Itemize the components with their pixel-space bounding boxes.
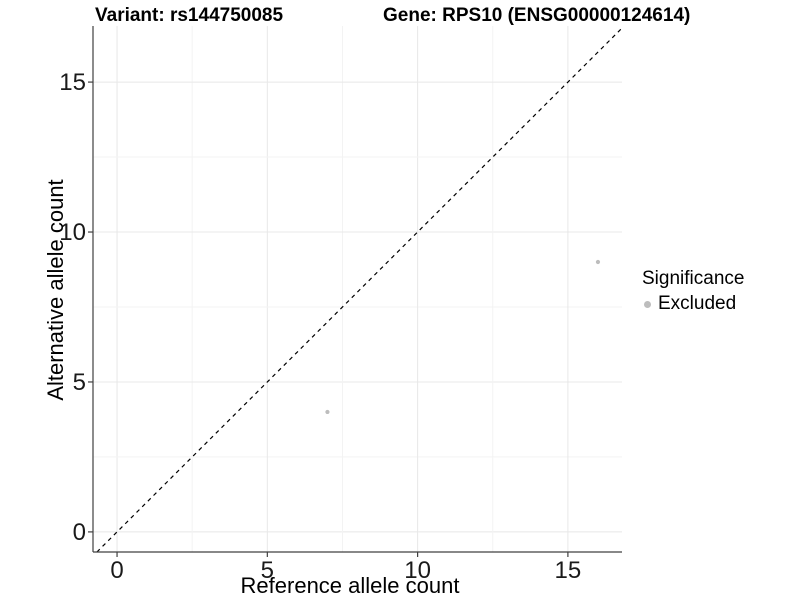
legend-item-excluded: Excluded <box>642 293 744 315</box>
y-tick-label: 10 <box>59 219 86 246</box>
data-point <box>325 409 330 415</box>
y-tick-label: 15 <box>59 69 86 96</box>
plot-title-gene: Gene: RPS10 (ENSG00000124614) <box>383 5 691 26</box>
x-tick-label: 15 <box>555 557 582 584</box>
plot-title-variant: Variant: rs144750085 <box>95 5 284 26</box>
legend-point-icon <box>644 300 651 308</box>
legend-title: Significance <box>642 268 745 289</box>
identity-line <box>96 27 623 553</box>
x-axis-title: Reference allele count <box>240 573 460 598</box>
data-point <box>595 259 601 265</box>
y-axis-title: Alternative allele count <box>43 179 68 401</box>
legend-item-label: Excluded <box>658 293 737 314</box>
x-tick-label: 0 <box>110 557 123 584</box>
x-tick-label: 10 <box>404 557 431 584</box>
y-tick-label: 0 <box>73 519 86 546</box>
legend: Significance Excluded <box>642 268 744 315</box>
x-tick-label: 5 <box>261 557 274 584</box>
y-tick-label: 5 <box>73 369 86 396</box>
